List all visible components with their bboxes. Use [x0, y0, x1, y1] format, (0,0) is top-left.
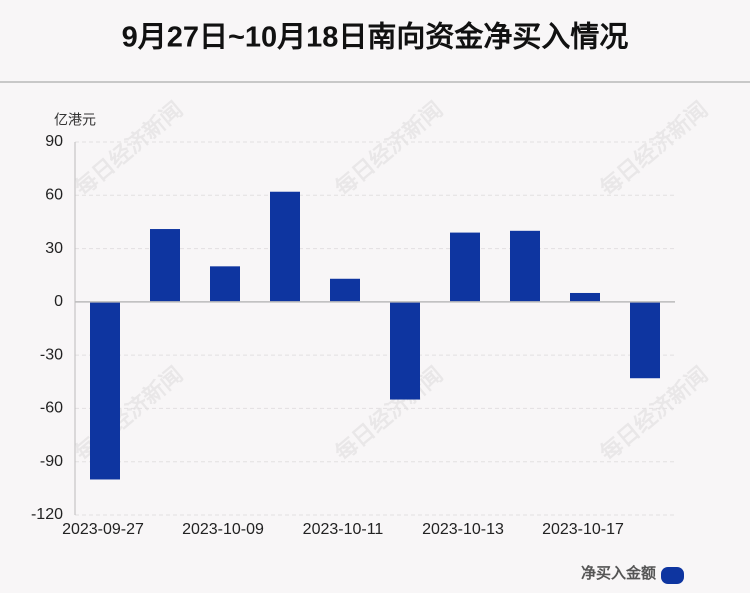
y-tick-label: 0 — [54, 293, 63, 310]
x-tick-label: 2023-10-09 — [182, 521, 264, 538]
legend-label: 净买入金额 — [581, 564, 656, 582]
bar — [510, 230, 540, 302]
bar — [390, 301, 420, 400]
y-tick-label: 90 — [45, 133, 63, 150]
bar — [330, 278, 360, 302]
legend-swatch — [661, 567, 684, 584]
x-tick-label: 2023-10-11 — [303, 521, 384, 538]
bar — [210, 266, 240, 302]
bar — [90, 301, 120, 480]
x-tick-label: 2023-09-27 — [62, 521, 144, 538]
y-tick-label: -30 — [40, 346, 63, 363]
y-tick-label: -60 — [40, 400, 63, 417]
chart-title: 9月27日~10月18日南向资金净买入情况 — [122, 20, 629, 54]
y-tick-label: -90 — [40, 453, 63, 470]
y-tick-label: -120 — [31, 506, 63, 523]
x-tick-label: 2023-10-17 — [542, 521, 624, 538]
y-tick-label: 60 — [45, 187, 63, 204]
bar — [150, 229, 180, 302]
y-tick-label: 30 — [45, 240, 63, 257]
bar — [570, 292, 600, 302]
bar — [630, 301, 660, 379]
x-tick-label: 2023-10-13 — [422, 521, 504, 538]
bar — [270, 191, 300, 302]
bar — [450, 232, 480, 302]
y-axis-unit: 亿港元 — [54, 112, 96, 128]
